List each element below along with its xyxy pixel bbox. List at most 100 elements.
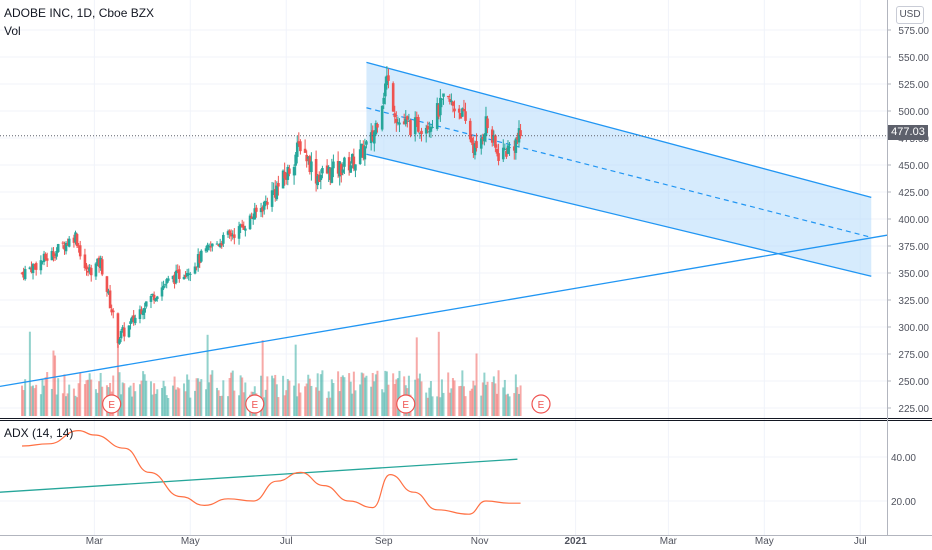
- volume-label[interactable]: Vol: [4, 24, 21, 38]
- candle-body: [306, 156, 310, 159]
- candle-body: [492, 135, 496, 141]
- candle-body: [475, 141, 478, 148]
- volume-bar: [228, 378, 231, 416]
- candle-body: [182, 276, 186, 280]
- candle-body: [341, 169, 345, 173]
- candle-body: [97, 257, 101, 267]
- candle-body: [314, 159, 318, 184]
- candle-body: [176, 269, 180, 271]
- candle-body: [88, 267, 91, 272]
- candle-body: [119, 330, 123, 339]
- volume-bar: [44, 377, 47, 416]
- candle-body: [339, 164, 343, 176]
- price-tick-label: 225.00: [898, 404, 929, 415]
- candle-body: [75, 234, 79, 247]
- candle-body: [218, 243, 222, 248]
- candle-body: [253, 208, 257, 220]
- volume-bar: [230, 372, 233, 416]
- earnings-marker[interactable]: [396, 394, 416, 414]
- candle-body: [479, 138, 483, 149]
- volume-bar: [374, 374, 377, 416]
- candle-body: [237, 226, 241, 239]
- volume-bar: [495, 393, 498, 416]
- candle-body: [505, 150, 508, 157]
- candle-body: [239, 224, 242, 228]
- volume-bar: [187, 379, 190, 416]
- candle-body: [501, 147, 505, 160]
- candle-body: [406, 116, 409, 120]
- currency-button[interactable]: USD: [896, 6, 924, 24]
- candle-body: [413, 117, 417, 135]
- volume-bar: [222, 380, 225, 416]
- candle-body: [63, 245, 66, 250]
- candle-body: [382, 97, 386, 104]
- volume-bar: [362, 373, 365, 416]
- volume-bar: [195, 378, 198, 416]
- candle-body: [143, 308, 146, 313]
- candle-body: [317, 174, 321, 182]
- candle-body: [116, 313, 120, 344]
- earnings-marker-label: E: [108, 400, 115, 411]
- volume-bar: [88, 373, 91, 416]
- volume-bar: [220, 395, 223, 416]
- volume-bar: [241, 377, 244, 416]
- parallel-channel[interactable]: [366, 61, 872, 277]
- candle-body: [429, 126, 433, 132]
- volume-bar: [94, 389, 97, 416]
- volume-bar: [153, 383, 156, 416]
- candle-body: [450, 100, 453, 103]
- volume-bar: [271, 375, 274, 416]
- volume-bar: [140, 380, 143, 416]
- adx-indicator-label[interactable]: ADX (14, 14): [4, 426, 74, 440]
- volume-bar: [87, 379, 90, 416]
- volume-bar: [451, 378, 454, 416]
- volume-bar: [30, 386, 33, 416]
- volume-bar: [442, 392, 445, 416]
- candle-body: [506, 145, 510, 154]
- volume-bar: [54, 355, 57, 416]
- candle-body: [338, 161, 342, 177]
- candle-body: [461, 108, 464, 117]
- symbol-title[interactable]: ADOBE INC, 1D, Cboe BZX: [4, 6, 155, 20]
- volume-bar: [41, 378, 44, 416]
- candle-body: [299, 141, 302, 152]
- volume-bar: [66, 393, 69, 416]
- candle-body: [61, 242, 65, 244]
- earnings-marker[interactable]: [245, 394, 265, 414]
- volume-bar: [319, 374, 322, 416]
- candle-body: [110, 309, 113, 313]
- candle-body: [250, 216, 253, 219]
- last-price-tag: 477.03: [888, 125, 928, 140]
- candle-body: [44, 253, 47, 260]
- time-tick-label: Jul: [280, 536, 293, 547]
- candle-body: [417, 117, 420, 132]
- candle-body: [171, 275, 175, 280]
- candle-body: [242, 225, 246, 230]
- volume-bar: [417, 378, 420, 416]
- candle-body: [248, 215, 252, 230]
- candle-body: [358, 149, 362, 164]
- candle-body: [404, 118, 408, 125]
- volume-bar: [145, 380, 148, 416]
- volume-bar: [392, 373, 395, 416]
- volume-bar: [189, 397, 192, 416]
- volume-bar: [381, 389, 384, 416]
- candle-body: [108, 290, 112, 309]
- trend-line[interactable]: [0, 234, 888, 388]
- volume-bar: [363, 377, 366, 416]
- volume-bar: [167, 397, 170, 416]
- earnings-marker[interactable]: [531, 394, 551, 414]
- volume-bar: [420, 381, 423, 416]
- candle-body: [229, 233, 233, 237]
- candle-body: [226, 231, 230, 235]
- volume-bar: [22, 390, 25, 416]
- volume-bar: [316, 373, 319, 416]
- volume-bar: [505, 394, 508, 416]
- earnings-marker[interactable]: [102, 394, 122, 414]
- volume-bar: [90, 379, 93, 416]
- candle-body: [105, 276, 109, 292]
- volume-bar: [480, 395, 483, 416]
- candle-body: [481, 137, 485, 140]
